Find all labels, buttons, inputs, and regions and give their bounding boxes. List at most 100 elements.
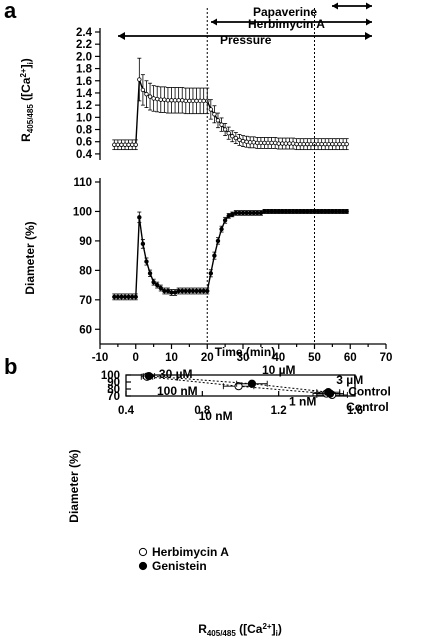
data-point (237, 137, 242, 143)
data-point (158, 97, 163, 102)
data-point (137, 215, 142, 220)
data-point (212, 112, 217, 117)
x-tick-label: 0 (133, 352, 139, 364)
y-tick-label: 0.6 (76, 137, 92, 149)
data-point (305, 209, 310, 214)
data-point (144, 259, 149, 264)
data-point (315, 209, 321, 214)
data-point (215, 118, 221, 123)
point-label: 1 nM (289, 395, 316, 409)
data-point (122, 294, 128, 300)
x-tick-label: -10 (92, 352, 109, 364)
treatment-annotations: Papaverine Herbimycin A Pressure (118, 2, 372, 47)
data-point (262, 140, 267, 146)
data-point (272, 209, 278, 214)
data-point (180, 98, 185, 103)
data-point (162, 97, 167, 102)
data-point (247, 379, 257, 388)
data-point (298, 141, 303, 147)
calcium-ratio-chart: 0.40.60.81.01.21.41.61.82.02.22.4 R405/48… (19, 27, 349, 161)
y-tick-label: 110 (73, 177, 92, 189)
data-point (226, 130, 231, 136)
x-tick-label: 1.6 (347, 405, 363, 417)
diameter-time-chart: 60 70 80 90 100 110 -10 0 10 20 30 40 50 60 70 Diameter… (23, 177, 392, 364)
point-label: 3 µM (336, 373, 363, 387)
x-axis-title: R405/485 ([Ca2+]i) (198, 622, 282, 638)
data-point (333, 209, 339, 214)
data-point (340, 209, 346, 214)
data-point (283, 141, 289, 146)
y-tick-label: 0.8 (76, 125, 93, 137)
data-point (222, 127, 228, 132)
data-point (201, 98, 206, 104)
x-tick-label: 0.4 (118, 405, 135, 417)
data-point (119, 294, 124, 300)
y-tick-label: 80 (107, 384, 120, 396)
data-point (208, 271, 214, 276)
y-tick-label: 80 (79, 265, 92, 277)
x-tick-label: 50 (308, 352, 321, 364)
data-point (276, 141, 281, 146)
data-point (194, 288, 199, 294)
data-point (233, 210, 239, 216)
series-line (114, 210, 347, 298)
point-label: Control (348, 385, 391, 399)
data-point (240, 210, 246, 216)
panel-a-label: a (4, 0, 17, 23)
y-tick-label: 1.6 (76, 76, 92, 88)
point-label: 30 µM (159, 367, 193, 381)
data-point (280, 209, 285, 214)
data-point (219, 122, 224, 127)
y-tick-label: 70 (79, 295, 92, 307)
y-tick-label: 0.4 (76, 149, 93, 161)
data-point (269, 140, 274, 146)
data-point (137, 77, 142, 82)
x-tick-label: 70 (380, 352, 393, 364)
data-point (272, 140, 278, 146)
data-point (237, 210, 242, 216)
data-point (162, 288, 167, 294)
data-point (183, 288, 188, 294)
data-point (197, 288, 203, 294)
data-point (222, 218, 228, 223)
data-point (151, 96, 156, 101)
y-tick-label: 60 (79, 324, 92, 336)
legend-label: Genistein (152, 559, 207, 573)
data-point (129, 294, 135, 300)
data-point (144, 371, 153, 381)
plot-frame (125, 374, 356, 397)
data-point (140, 241, 146, 247)
data-point (172, 98, 178, 103)
data-point (244, 210, 249, 216)
y-axis-title: Diameter (%) (67, 449, 81, 522)
data-point (183, 98, 188, 104)
data-point (294, 141, 299, 147)
data-point (190, 98, 196, 104)
data-point (115, 142, 121, 147)
data-point (230, 134, 235, 139)
data-point (208, 107, 214, 112)
y-tick-label: 100 (101, 370, 120, 382)
y-axis-title: R405/485 ([Ca2+]i) (19, 58, 35, 142)
data-point (323, 209, 328, 214)
data-point (144, 91, 149, 97)
data-point (215, 238, 221, 244)
data-point (258, 140, 264, 146)
x-axis-title: Time (min) (215, 345, 275, 359)
data-point (194, 98, 199, 104)
data-point (290, 141, 296, 146)
point-label: 10 µM (262, 363, 296, 377)
data-point (126, 294, 131, 300)
data-point (301, 141, 306, 147)
x-tick-label: 0.8 (194, 405, 211, 417)
data-point (158, 285, 163, 291)
data-point (323, 141, 328, 147)
data-point (251, 140, 256, 145)
data-point (276, 209, 281, 214)
data-point (133, 294, 138, 300)
data-point (169, 290, 174, 295)
legend-marker (138, 547, 148, 557)
data-point (294, 209, 299, 214)
x-tick-label: 30 (237, 352, 250, 364)
data-point (319, 141, 324, 147)
